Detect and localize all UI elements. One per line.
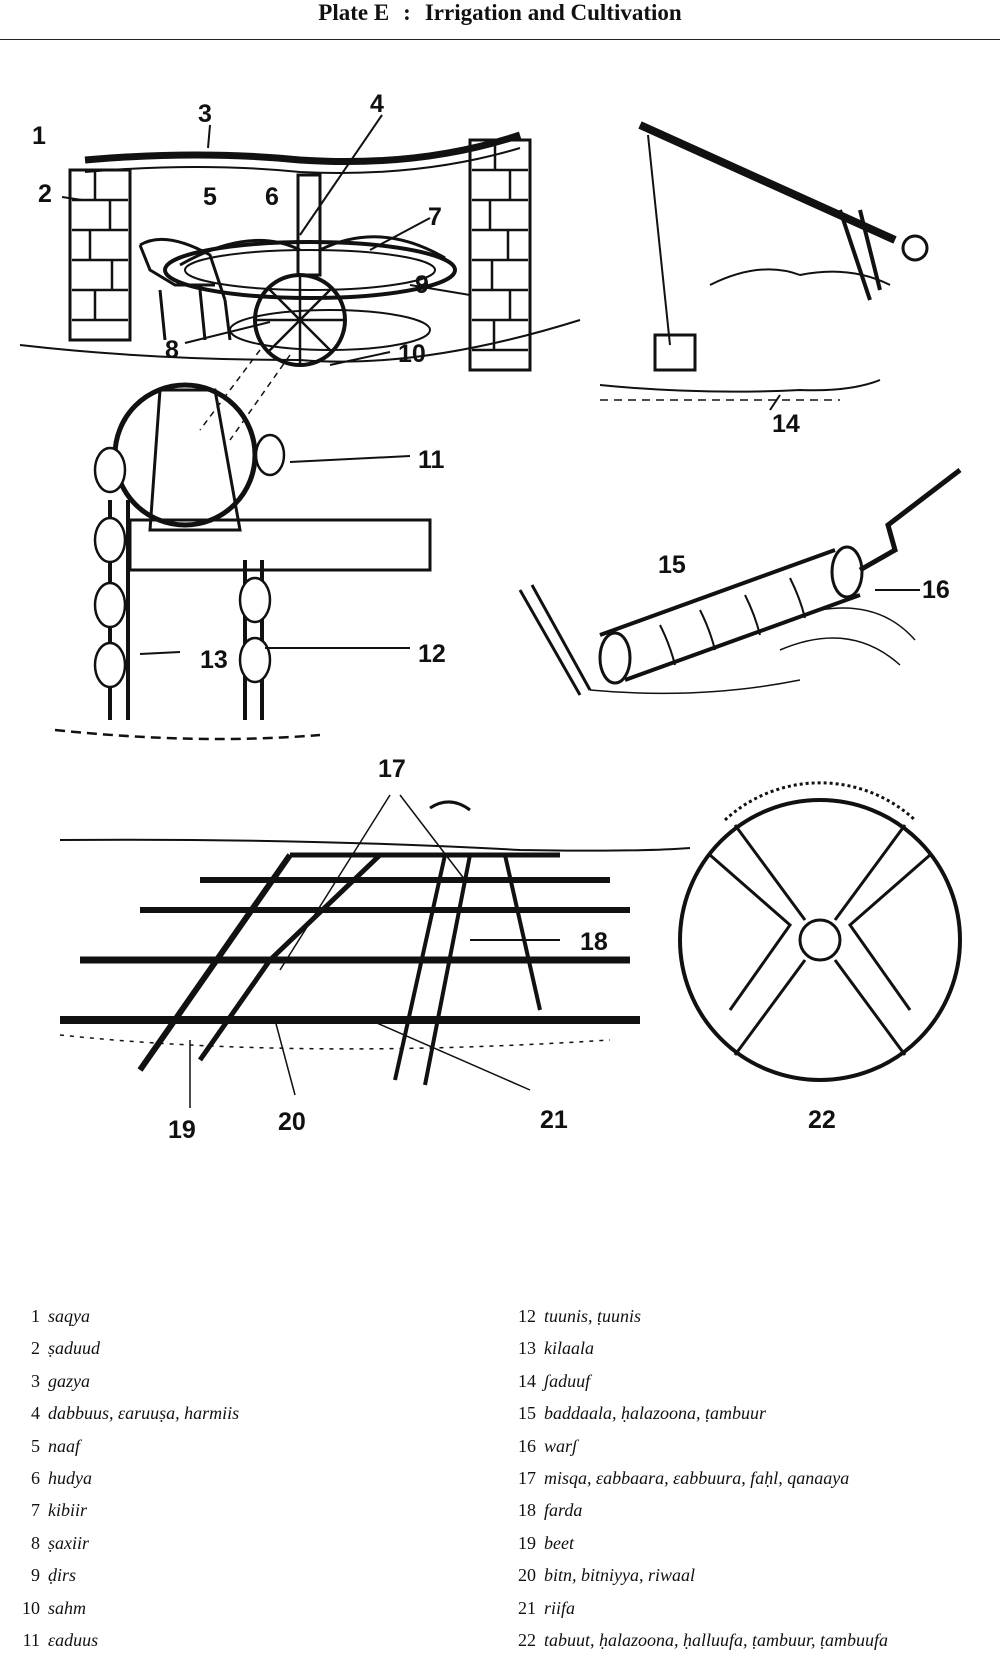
- callout-16: 16: [922, 576, 950, 604]
- tambuur-cross-section: [678, 781, 962, 1082]
- plate-title-text: Irrigation and Cultivation: [424, 0, 682, 25]
- legend-item: 1 saqya: [31, 1306, 90, 1326]
- saqya-illustration: [19, 114, 581, 441]
- legend-item: 18 farda: [518, 1500, 583, 1521]
- legend-item: 5 naaf: [31, 1435, 81, 1456]
- callout-18: 18: [580, 928, 608, 956]
- legend-item: 2 ṣaduud: [31, 1338, 101, 1359]
- title-separator: :: [403, 0, 411, 25]
- legend-item: 10 sahm: [22, 1597, 87, 1618]
- legend-item: 19 beet: [518, 1532, 574, 1553]
- callout-10: 10: [398, 340, 426, 368]
- legend-item: 12 tuunis, ṭuunis: [518, 1306, 642, 1326]
- legend-item: 17 misqa, ɛabbaara, ɛabbuura, faḥl, qanaa…: [518, 1468, 850, 1489]
- callout-1: 1: [32, 122, 46, 150]
- callout-12: 12: [418, 640, 446, 668]
- shaduf-illustration: [599, 121, 929, 411]
- legend-right: 12 tuunis, ṭuunis 13 kilaala 14 ʃaduuf 15 ba…: [504, 1300, 888, 1656]
- callout-7: 7: [428, 203, 442, 231]
- callout-21: 21: [540, 1106, 568, 1134]
- callout-15: 15: [658, 551, 686, 579]
- callout-4: 4: [370, 90, 384, 118]
- legend-item: 22 tabuut, ḥalazoona, ḥalluufa, ṭambuur, …: [518, 1630, 889, 1651]
- legend-item: 3 gazya: [31, 1370, 90, 1391]
- legend-item: 15 baddaala, ḥalazoona, ṭambuur: [518, 1403, 767, 1424]
- callout-8: 8: [165, 336, 179, 364]
- callout-22: 22: [808, 1106, 836, 1134]
- legend-item: 20 bitn, bitniyya, riwaal: [518, 1565, 695, 1586]
- legend-item: 4 dabbuus, ɛaruuṣa, harmiis: [31, 1403, 240, 1424]
- legend-item: 16 warʃ: [518, 1435, 578, 1456]
- legend-item: 9 ḍirs: [31, 1565, 77, 1586]
- illustration-plate: 1 2 3 4 5 6 7 8 9 10 11 12 13 14 15 16 1…: [19, 90, 962, 1144]
- legend-item: 6 hudya: [31, 1468, 92, 1489]
- plate-label: Plate E: [318, 0, 390, 25]
- legend-item: 7 kibiir: [31, 1500, 87, 1521]
- legend-item: 13 kilaala: [518, 1338, 594, 1359]
- callout-17: 17: [378, 755, 406, 783]
- callout-11: 11: [418, 446, 445, 474]
- callout-6: 6: [265, 183, 279, 211]
- pot-chain-illustration: [54, 382, 432, 741]
- callout-19: 19: [168, 1116, 196, 1144]
- callout-20: 20: [278, 1108, 306, 1136]
- callout-14: 14: [772, 410, 800, 438]
- legend-item: 8 ṣaxiir: [31, 1532, 90, 1553]
- plate-title: Plate E: Irrigation and Cultivation: [0, 0, 1000, 40]
- legend-item: 11 ɛaduus: [22, 1630, 99, 1651]
- callout-2: 2: [38, 180, 52, 208]
- legend-left: 1 saqya 2 ṣaduud 3 gazya 4 dabbuus, ɛaruuṣa,…: [8, 1300, 239, 1656]
- fields-illustration: [59, 794, 691, 1108]
- legend-item: 14 ʃaduuf: [518, 1370, 591, 1391]
- callout-3: 3: [198, 100, 212, 128]
- header-rule: [0, 39, 1000, 40]
- callout-5: 5: [203, 183, 217, 211]
- callout-9: 9: [415, 271, 429, 299]
- legend-item: 21 riifa: [518, 1597, 576, 1618]
- tambuur-illustration: [518, 468, 962, 696]
- callout-13: 13: [200, 646, 228, 674]
